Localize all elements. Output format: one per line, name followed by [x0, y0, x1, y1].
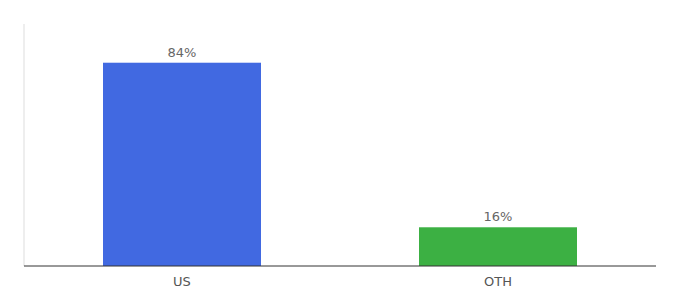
x-axis-line — [24, 266, 656, 267]
data-label: 84% — [168, 45, 197, 60]
x-tick-label: OTH — [484, 274, 512, 289]
y-axis-line — [24, 24, 25, 266]
chart: 84% 16% US OTH — [0, 0, 680, 300]
x-tick-label: US — [173, 274, 191, 289]
data-label: 16% — [484, 209, 513, 224]
bar — [103, 63, 261, 266]
chart-container: 84% 16% US OTH — [0, 0, 680, 300]
bar — [419, 227, 577, 266]
bars — [103, 63, 577, 266]
